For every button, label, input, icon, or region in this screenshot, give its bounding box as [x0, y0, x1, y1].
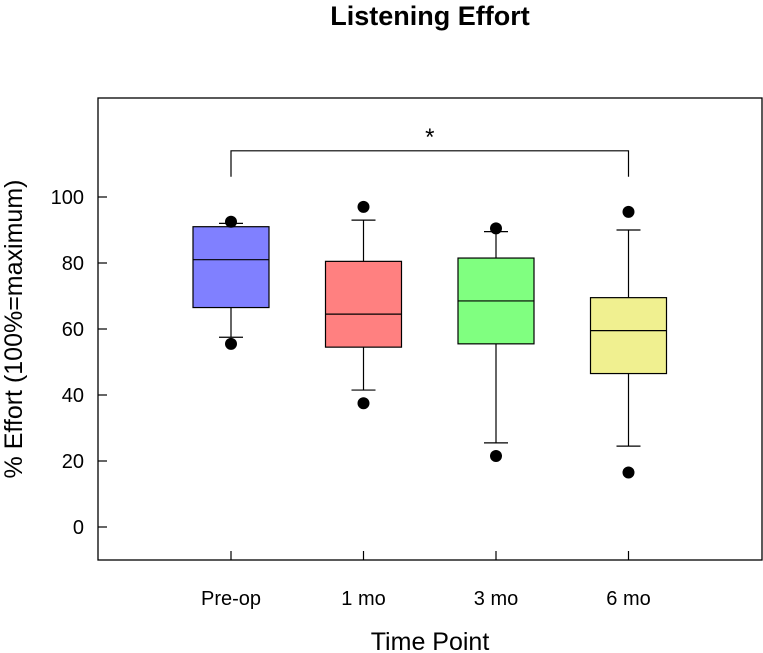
box-body — [589, 297, 668, 375]
outlier-point-1 — [357, 397, 370, 410]
x-axis-label: Time Point — [371, 628, 490, 653]
outlier-point-1 — [225, 337, 237, 350]
box-3 — [589, 205, 668, 479]
outlier-point-0 — [225, 215, 237, 228]
outlier-point-1 — [622, 466, 635, 479]
y-tick-label-60: 60 — [62, 319, 84, 341]
x-tick-label-3: 6 mo — [606, 588, 650, 610]
outlier-point-1 — [490, 450, 502, 463]
y-tick-label-0: 0 — [73, 517, 84, 539]
y-axis: 0 20 40 60 80 100 — [51, 187, 107, 539]
chart-title: Listening Effort — [330, 1, 529, 31]
x-tick-label-2: 3 mo — [474, 588, 518, 610]
x-axis: Pre-op 1 mo 3 mo 6 mo — [201, 551, 651, 610]
box-body — [324, 260, 403, 348]
significance-group: * — [230, 124, 630, 177]
box-2 — [457, 222, 535, 463]
x-tick-label-1: 1 mo — [341, 588, 385, 610]
y-tick-label-80: 80 — [62, 253, 84, 275]
box-1 — [324, 200, 403, 410]
box-0 — [192, 215, 270, 350]
outlier-point-0 — [622, 205, 635, 218]
box-body — [192, 226, 270, 309]
y-tick-label-40: 40 — [62, 385, 84, 407]
significance-bracket — [230, 150, 630, 177]
y-tick-label-20: 20 — [62, 451, 84, 473]
y-tick-label-100: 100 — [51, 187, 84, 209]
outlier-point-0 — [357, 200, 370, 213]
x-tick-label-0: Pre-op — [201, 588, 261, 610]
boxes-group — [192, 200, 668, 479]
y-axis-label: % Effort (100%=maximum) — [0, 180, 28, 479]
significance-label: * — [425, 124, 434, 151]
outlier-point-0 — [490, 222, 502, 235]
